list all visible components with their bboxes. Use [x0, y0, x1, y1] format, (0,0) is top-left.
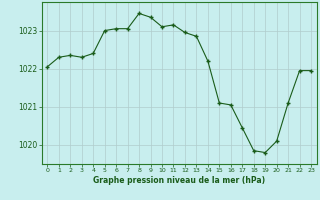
X-axis label: Graphe pression niveau de la mer (hPa): Graphe pression niveau de la mer (hPa): [93, 176, 265, 185]
